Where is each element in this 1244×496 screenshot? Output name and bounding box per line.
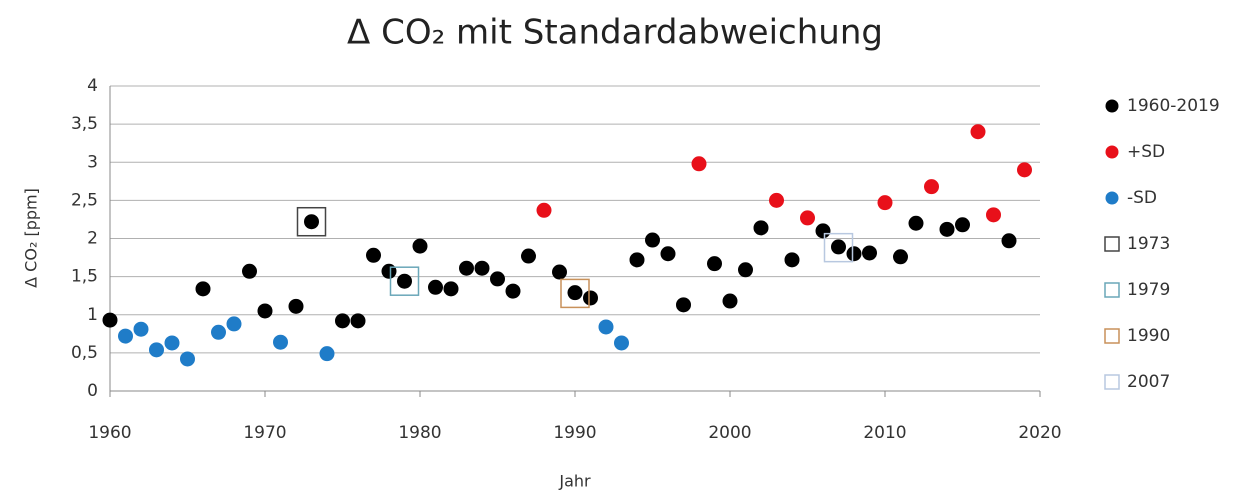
y-tick-label: 4 — [87, 76, 98, 96]
point — [304, 214, 319, 230]
x-tick-label: 1960 — [88, 423, 131, 443]
point — [389, 266, 420, 296]
point — [474, 260, 490, 276]
point — [691, 156, 707, 172]
point — [552, 264, 567, 280]
point — [211, 324, 226, 340]
legend-label: 1960-2019 — [1127, 96, 1220, 116]
point — [560, 278, 590, 309]
x-tick-label: 1980 — [398, 423, 441, 443]
point — [381, 263, 397, 279]
legend-marker — [1104, 236, 1120, 252]
y-tick-label: 2 — [87, 229, 98, 249]
x-tick-label: 2020 — [1018, 423, 1061, 443]
point — [428, 279, 443, 295]
point — [505, 283, 521, 299]
y-tick-label: 2,5 — [71, 190, 98, 210]
point — [242, 263, 257, 279]
point — [862, 245, 877, 261]
point — [629, 252, 645, 268]
x-tick-label: 2000 — [708, 423, 751, 443]
legend-marker — [1105, 99, 1119, 113]
point — [893, 249, 908, 265]
point — [296, 206, 327, 237]
point — [118, 328, 133, 344]
point — [567, 285, 583, 301]
point — [815, 223, 831, 239]
point — [319, 346, 335, 362]
point — [164, 335, 180, 351]
point — [257, 303, 273, 319]
point — [769, 192, 784, 208]
point — [645, 232, 660, 248]
x-axis-label: Jahr — [558, 472, 591, 491]
x-tick-label: 1970 — [243, 423, 286, 443]
point — [335, 313, 350, 329]
point — [986, 207, 1001, 223]
point — [846, 246, 862, 262]
point — [195, 281, 211, 297]
point — [722, 293, 738, 309]
point — [273, 334, 288, 350]
legend-marker — [1104, 328, 1120, 344]
point — [443, 281, 459, 297]
point — [955, 217, 970, 233]
point — [1001, 233, 1017, 249]
point — [823, 232, 854, 263]
y-tick-label: 0,5 — [71, 343, 98, 363]
point — [521, 248, 536, 264]
point — [908, 215, 924, 231]
point — [180, 351, 195, 367]
legend-label: 2007 — [1127, 372, 1170, 392]
point — [831, 239, 846, 255]
point — [924, 179, 939, 195]
legend-label: +SD — [1127, 142, 1165, 162]
point — [614, 335, 629, 351]
legend-label: 1990 — [1127, 326, 1170, 346]
point — [536, 202, 552, 218]
y-tick-label: 1,5 — [71, 267, 98, 287]
point — [707, 256, 722, 272]
y-axis-label: Δ CO₂ [ppm] — [22, 188, 41, 288]
point — [397, 273, 412, 289]
point — [459, 260, 474, 276]
point — [149, 342, 164, 358]
legend-label: 1979 — [1127, 280, 1170, 300]
x-tick-label: 1990 — [553, 423, 596, 443]
point — [753, 220, 769, 236]
point — [350, 313, 366, 329]
legend-marker — [1105, 191, 1119, 205]
legend-marker — [1105, 145, 1119, 159]
point — [800, 210, 815, 226]
x-tick-label: 2010 — [863, 423, 906, 443]
legend-marker — [1104, 374, 1120, 390]
point — [660, 246, 676, 262]
legend-label: 1973 — [1127, 234, 1170, 254]
point — [412, 238, 428, 254]
point — [366, 247, 381, 263]
point — [598, 319, 614, 335]
point — [288, 298, 304, 314]
point — [583, 290, 598, 306]
point — [490, 271, 505, 287]
point — [676, 297, 691, 313]
point — [784, 252, 800, 268]
point — [1017, 162, 1032, 178]
point — [877, 195, 893, 211]
y-tick-label: 3 — [87, 152, 98, 172]
point — [970, 124, 986, 140]
point — [133, 321, 149, 337]
point — [226, 316, 242, 332]
point — [102, 312, 118, 328]
y-tick-label: 3,5 — [71, 114, 98, 134]
legend-marker — [1104, 282, 1120, 298]
legend-label: -SD — [1127, 188, 1157, 208]
point — [738, 262, 753, 278]
chart-title: Δ CO₂ mit Standardabweichung — [347, 13, 883, 53]
y-tick-label: 1 — [87, 305, 98, 325]
y-tick-label: 0 — [87, 381, 98, 401]
point — [939, 221, 955, 237]
